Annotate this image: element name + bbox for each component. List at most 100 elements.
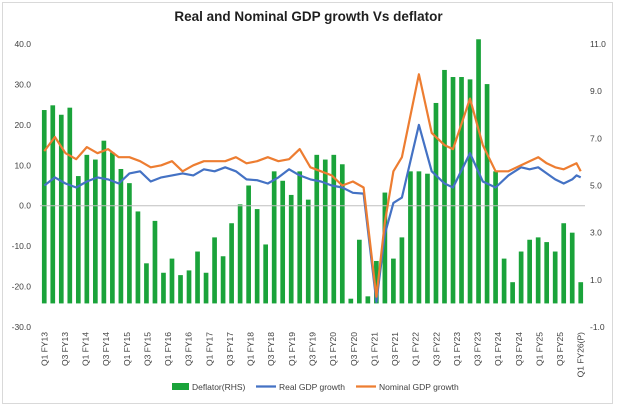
x-tick-label: Q3 FY23 [473, 332, 483, 366]
deflator-bar [578, 282, 584, 304]
legend-label: Deflator(RHS) [192, 382, 246, 392]
deflator-bar [314, 154, 320, 304]
x-tick-label: Q3 FY24 [514, 332, 524, 366]
real-gdp-growth-line [43, 123, 582, 303]
deflator-bar [416, 171, 422, 304]
deflator-bar [510, 282, 515, 304]
x-axis-ticks: Q1 FY13 Q3 FY13 Q1 FY14 Q3 FY14 Q1 FY15 Q3 FY… [39, 332, 585, 378]
right-tick-label: -1.0 [590, 322, 605, 332]
deflator-bar [322, 159, 328, 304]
deflator-bar [442, 69, 447, 304]
deflator-bar [271, 171, 277, 304]
deflator-bar [348, 298, 354, 304]
deflator-bar [246, 185, 251, 304]
deflator-bar [237, 204, 243, 304]
x-tick-label: Q1 FY20 [328, 332, 338, 366]
deflator-bar [467, 79, 473, 304]
x-tick-label: Q1 FY14 [81, 332, 91, 366]
deflator-bar [552, 251, 558, 304]
deflator-bar [178, 275, 183, 304]
deflator-bar [229, 223, 234, 304]
x-tick-label: Q1 FY19 [287, 332, 297, 366]
deflator-bar [399, 237, 405, 304]
legend: Deflator(RHS) Real GDP growth Nominal GDP … [172, 382, 459, 392]
deflator-bar [186, 270, 192, 304]
left-tick-label: 40.0 [14, 39, 31, 49]
x-tick-label: Q1 FY17 [204, 332, 214, 366]
deflator-bar [58, 114, 64, 304]
deflator-bar [331, 154, 337, 304]
deflator-bar [110, 152, 115, 304]
deflator-bar [382, 192, 388, 304]
deflator-bar [527, 239, 532, 304]
deflator-bar [408, 171, 413, 304]
left-axis-ticks: 40.0 30.0 20.0 10.0 0.0 -10.0 -20.0 -30.0 [12, 39, 32, 332]
deflator-bar [220, 256, 226, 304]
chart-title: Real and Nominal GDP growth Vs deflator [174, 9, 443, 24]
deflator-bar [280, 180, 286, 304]
left-tick-label: 20.0 [14, 120, 31, 130]
deflator-bar [203, 272, 209, 304]
deflator-bar [484, 84, 490, 304]
deflator-bar [544, 242, 550, 304]
deflator-bar [450, 77, 456, 304]
x-tick-label: Q1 FY25 [535, 332, 545, 366]
x-tick-label: Q1 FY26(P) [576, 332, 586, 378]
left-tick-label: 0.0 [19, 201, 31, 211]
legend-label: Nominal GDP growth [379, 382, 459, 392]
right-tick-label: 11.0 [590, 39, 606, 49]
left-tick-label: -10.0 [12, 241, 32, 251]
deflator-bar [391, 258, 396, 304]
deflator-bar [297, 171, 303, 304]
x-tick-label: Q3 FY21 [390, 332, 400, 366]
deflator-bar [356, 239, 362, 304]
x-tick-label: Q1 FY13 [39, 332, 49, 366]
x-tick-label: Q1 FY18 [246, 332, 256, 366]
legend-label: Real GDP growth [279, 382, 345, 392]
deflator-bar [75, 176, 81, 304]
deflator-bar [433, 102, 439, 304]
deflator-bar [501, 258, 507, 304]
x-tick-label: Q3 FY19 [308, 332, 318, 366]
left-tick-label: -20.0 [12, 282, 32, 292]
deflator-bar [374, 260, 379, 304]
left-tick-label: -30.0 [12, 322, 32, 332]
deflator-bar [425, 173, 430, 304]
x-tick-label: Q3 FY16 [184, 332, 194, 366]
deflator-bar [135, 211, 141, 304]
x-tick-label: Q3 FY14 [101, 332, 111, 366]
nominal-gdp-growth-line [43, 73, 582, 298]
x-tick-label: Q3 FY22 [431, 332, 441, 366]
x-tick-label: Q1 FY23 [452, 332, 462, 366]
deflator-bar [84, 154, 90, 304]
left-tick-label: 10.0 [14, 160, 31, 170]
x-tick-label: Q3 FY13 [60, 332, 70, 366]
x-tick-label: Q1 FY16 [163, 332, 173, 366]
gdp-lines [43, 73, 582, 303]
right-tick-label: 1.0 [590, 275, 602, 285]
deflator-bar [561, 223, 567, 304]
deflator-bar [212, 237, 217, 304]
deflator-bar [152, 220, 158, 304]
deflator-bar [101, 140, 107, 304]
x-tick-label: Q3 FY17 [225, 332, 235, 366]
deflator-bar [339, 164, 345, 304]
deflator-bar [169, 258, 175, 304]
x-tick-label: Q3 FY15 [142, 332, 152, 366]
deflator-bar [93, 159, 98, 304]
right-tick-label: 9.0 [590, 86, 602, 96]
deflator-bar [41, 110, 47, 304]
deflator-bar [535, 237, 541, 304]
deflator-bar [569, 232, 575, 304]
x-tick-label: Q3 FY18 [266, 332, 276, 366]
deflator-bar [144, 263, 149, 304]
right-tick-label: 3.0 [590, 228, 602, 238]
deflator-bar [263, 244, 268, 304]
deflator-bar [459, 77, 464, 304]
left-tick-label: 30.0 [14, 79, 31, 89]
deflator-bar [254, 209, 260, 304]
deflator-bar [305, 199, 311, 304]
x-tick-label: Q1 FY24 [493, 332, 503, 366]
x-tick-label: Q1 FY22 [411, 332, 421, 366]
